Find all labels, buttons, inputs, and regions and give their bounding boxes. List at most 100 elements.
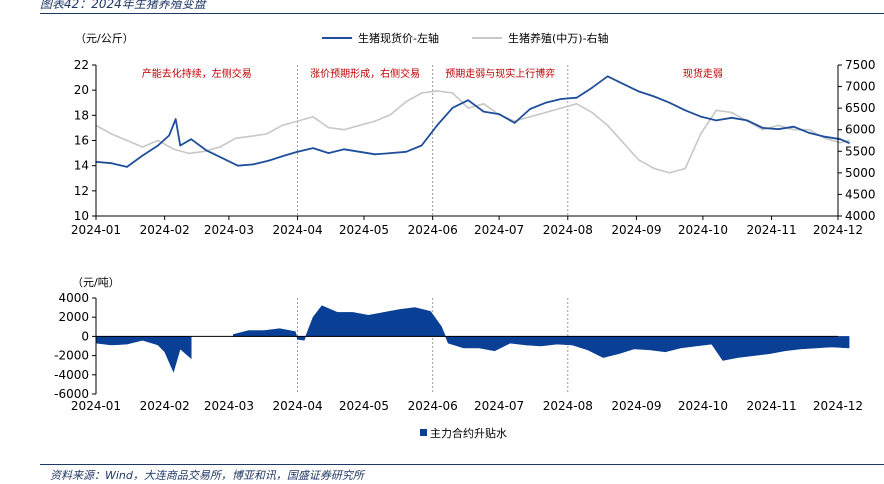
inventory-point [467,107,469,109]
x-tick-label: 2024-02 [140,399,190,413]
x-tick-label: 2024-10 [678,399,728,413]
price-point [848,142,850,144]
price-point [268,159,270,162]
inventory-point [684,167,686,170]
left-tick-label: 10 [74,209,89,223]
inventory-point [761,128,764,131]
basis-area-segment [95,336,192,373]
inventory-point [219,146,221,148]
price-point [513,122,516,124]
left-tick-label: -4000 [54,368,89,382]
inventory-point [777,124,779,127]
inventory-point [668,172,671,174]
x-tick-label: 2024-05 [339,399,389,413]
inventory-point [529,116,531,118]
inventory-point [312,116,314,118]
report-header: 图表42：2024年生猪养殖变盘 [0,0,884,18]
x-tick-label: 2024-08 [543,399,593,413]
price-point [141,154,144,157]
price-point [746,119,748,122]
price-point [544,102,547,104]
left-tick-label: 16 [74,134,89,148]
price-point [730,117,733,119]
right-tick-label: 5000 [845,166,876,180]
right-tick-label: 6000 [845,123,876,137]
inventory-point [823,137,826,140]
left-axis-unit: （元/公斤） [75,32,134,45]
inventory-point [560,107,562,109]
price-point [190,138,192,140]
inventory-point [715,109,717,112]
left-tick-label: -6000 [54,387,89,401]
price-inventory-chart: （元/公斤） 生猪现货价-左轴 生猪养殖(中万)-右轴 产能去化持续，左侧交易 涨价… [71,31,876,237]
right-tick-label: 4000 [845,209,876,223]
inventory-point [172,148,175,150]
inventory-point [327,126,330,129]
price-point [327,152,330,154]
inventory-point [482,103,485,105]
x-tick-label: 2024-11 [746,223,796,237]
price-line [95,75,850,168]
series-lines [95,75,850,174]
x-tick-label: 2024-10 [678,223,728,237]
x-tick-label: 2024-07 [474,399,524,413]
phase-annotation: 产能去化持续，左侧交易 [142,67,252,80]
x-tick-label: 2024-03 [204,223,254,237]
price-point [529,108,531,110]
phase-annotation: 涨价预期形成，右侧交易 [310,67,420,80]
left-tick-label: 18 [74,108,89,122]
inventory-point [544,111,547,114]
inventory-point [606,124,609,127]
price-point [482,110,485,113]
inventory-point [591,111,593,114]
left-tick-label: 0 [81,329,89,343]
inventory-point [389,113,392,116]
source-note: 资料来源：Wind，大连商品交易所，博亚和讯，国盛证券研究所 [50,469,364,482]
legend-label: 生猪养殖(中万)-右轴 [508,31,609,45]
inventory-point [157,139,159,142]
legend-label: 主力合约升贴水 [430,426,507,440]
left-tick-label: 12 [74,184,89,198]
inventory-point [141,146,144,148]
right-tick-label: 7500 [845,58,876,72]
x-tick-label: 2024-03 [204,399,254,413]
price-point [174,118,177,120]
inventory-point [188,152,190,155]
inventory-point [839,141,841,144]
price-point [252,163,255,166]
left-tick-label: 2000 [58,310,89,324]
inventory-point [699,133,702,135]
price-point [715,119,717,122]
left-tick-label: -2000 [54,349,89,363]
price-point [205,149,208,152]
price-point [498,113,500,115]
inventory-point [622,141,624,144]
price-point [622,83,624,85]
price-point [808,132,810,134]
basis-chart: （元/吨） -6000 -4000 -2000 0 2000 4000 2024-01 202… [54,276,863,440]
left-axis-unit: （元/吨） [72,276,120,289]
inventory-point [792,128,795,131]
x-tick-label: 2024-04 [272,223,322,237]
price-point [157,144,159,147]
header-rule [40,13,884,14]
price-point [221,157,224,159]
price-point [358,151,361,153]
legend-label: 生猪现货价-左轴 [358,31,439,45]
right-tick-label: 7000 [845,80,876,94]
inventory-point [575,103,578,105]
x-tick-label: 2024-08 [543,223,593,237]
annotations: 产能去化持续，左侧交易 涨价预期形成，右侧交易 预期走弱与现实上行博弈 现货走弱 [142,67,723,80]
inventory-point [808,128,810,131]
price-point [591,86,593,89]
price-point [637,90,640,93]
price-point [792,125,795,128]
inventory-point [250,135,252,137]
divider-lines [297,65,569,216]
x-tick-label: 2024-01 [71,399,121,413]
inventory-point [653,167,655,170]
inventory-point [343,128,345,131]
price-point [823,135,826,138]
price-point [126,166,128,168]
left-tick-label: 20 [74,83,89,97]
